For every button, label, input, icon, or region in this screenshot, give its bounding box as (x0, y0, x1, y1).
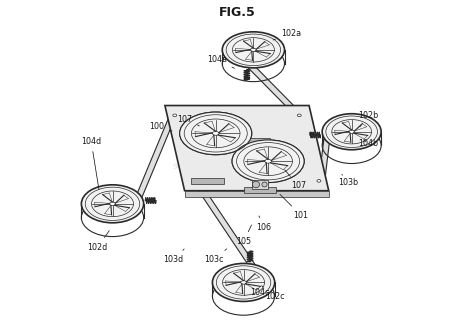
Text: 104a: 104a (207, 55, 235, 68)
Text: sonyalpharumors: sonyalpharumors (172, 145, 250, 170)
Ellipse shape (232, 140, 304, 183)
Text: 104d: 104d (81, 137, 101, 190)
Polygon shape (252, 180, 268, 189)
Ellipse shape (212, 264, 274, 301)
Text: FIG.5: FIG.5 (219, 6, 255, 19)
Ellipse shape (349, 130, 355, 133)
Text: 101: 101 (280, 194, 309, 220)
Ellipse shape (322, 114, 381, 150)
Polygon shape (184, 191, 329, 197)
Text: 102a: 102a (273, 29, 301, 40)
Polygon shape (236, 51, 298, 114)
Polygon shape (237, 138, 270, 144)
Polygon shape (319, 128, 331, 178)
Ellipse shape (82, 185, 144, 223)
Ellipse shape (212, 132, 219, 135)
Ellipse shape (180, 112, 252, 155)
Ellipse shape (222, 32, 284, 68)
Text: 104b: 104b (358, 139, 378, 148)
Text: 102b: 102b (358, 111, 378, 127)
Text: 103b: 103b (338, 174, 358, 187)
Ellipse shape (262, 182, 267, 187)
Text: 102d: 102d (88, 231, 109, 252)
Polygon shape (184, 128, 218, 134)
Text: 103c: 103c (204, 249, 227, 264)
Polygon shape (135, 117, 174, 202)
Text: 103d: 103d (163, 249, 184, 264)
Ellipse shape (173, 114, 177, 117)
Ellipse shape (241, 281, 246, 284)
Ellipse shape (297, 114, 301, 117)
Text: 100: 100 (149, 122, 172, 131)
Text: 107: 107 (285, 170, 306, 190)
Text: 102c: 102c (262, 286, 284, 301)
Ellipse shape (252, 181, 260, 188)
Polygon shape (244, 188, 276, 193)
Ellipse shape (192, 180, 196, 182)
Polygon shape (191, 178, 224, 184)
Ellipse shape (317, 180, 321, 182)
Polygon shape (195, 183, 262, 278)
Ellipse shape (109, 202, 115, 206)
Polygon shape (165, 106, 329, 191)
Text: 105: 105 (236, 225, 252, 246)
Text: 104c: 104c (246, 284, 270, 297)
Ellipse shape (265, 159, 272, 163)
Ellipse shape (251, 48, 256, 51)
Text: 106: 106 (256, 216, 271, 232)
Text: 107: 107 (177, 115, 200, 126)
